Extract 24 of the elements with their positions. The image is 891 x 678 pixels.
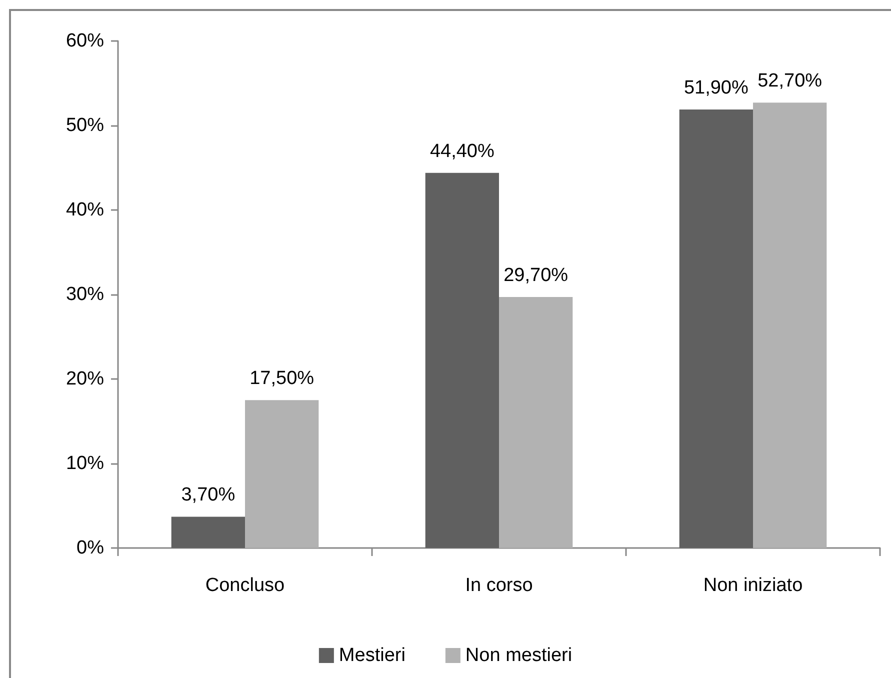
bar [499,297,573,548]
x-tick-label: In corso [465,575,533,596]
data-label: 51,90% [684,77,748,98]
legend-label: Non mestieri [465,645,572,666]
y-tick-label: 60% [66,30,104,52]
y-tick-label: 20% [66,368,104,390]
bar [245,400,319,548]
x-tick-label: Non iniziato [703,575,803,596]
bar [425,172,499,548]
data-label: 17,50% [250,368,314,390]
bar [679,109,753,548]
legend-label: Mestieri [338,645,406,666]
data-label: 29,70% [504,265,568,286]
data-label: 3,70% [181,484,236,506]
y-tick-label: 10% [66,453,104,474]
y-tick-label: 30% [66,284,104,305]
y-tick-label: 40% [66,200,104,220]
data-label: 44,40% [430,140,494,162]
bar [753,102,827,548]
bar [171,516,245,548]
data-label: 52,70% [758,70,822,92]
y-tick-label: 0% [76,538,104,558]
y-tick-label: 50% [66,115,104,136]
x-tick-label: Concluso [205,575,285,596]
